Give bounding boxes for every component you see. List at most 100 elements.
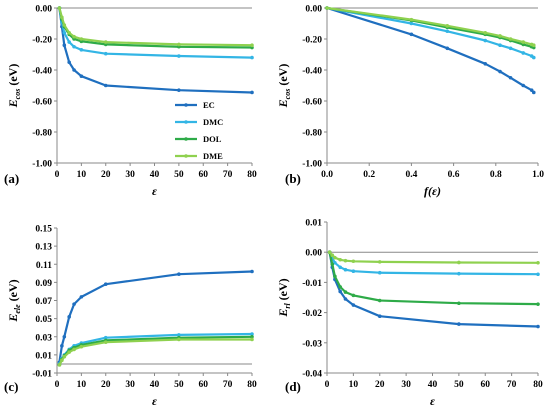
y-axis-title-main: E — [276, 99, 290, 108]
y-tick-label: 0.01 — [35, 351, 52, 361]
data-point-dme — [72, 34, 76, 39]
data-point-dme — [250, 43, 254, 47]
data-point-dmc — [351, 269, 356, 274]
data-point-ec — [79, 74, 84, 78]
data-point-dmc — [62, 31, 67, 35]
panel-label: (d) — [285, 379, 301, 394]
x-tick-label: 0 — [325, 380, 330, 390]
data-point-dmc — [483, 38, 488, 43]
x-tick-label: 30 — [401, 380, 411, 390]
y-axis-title-main: E — [6, 314, 20, 323]
data-point-ec — [250, 269, 254, 274]
data-point-dme — [327, 250, 332, 254]
data-point-ec — [445, 46, 450, 51]
x-tick-label: 50 — [454, 380, 464, 390]
series-line-dol — [328, 251, 539, 306]
data-point-dme — [177, 337, 181, 342]
data-point-ec — [529, 88, 534, 92]
data-point-dme — [483, 31, 488, 35]
y-tick-label: -0.80 — [302, 129, 322, 139]
data-point-ec — [62, 43, 67, 47]
data-point-ec — [67, 60, 71, 65]
data-point-ec — [250, 90, 254, 95]
series-line-dme — [328, 251, 539, 264]
legend-label-ec: EC — [203, 100, 215, 110]
y-axis-title: Eele (eV) — [6, 279, 22, 322]
series-line-ec — [326, 6, 535, 94]
y-axis-title: Ecos (eV) — [276, 64, 292, 109]
data-point-dmc — [103, 335, 108, 340]
data-point-dmc — [508, 46, 513, 51]
data-point-dme — [330, 253, 335, 258]
x-tick-label: 30 — [125, 380, 135, 390]
data-point-dmc — [250, 55, 254, 60]
panel-2: -0.01 0.01 0.03 0.05 0.07 0.09 0.11 0.13 0.15 0 10… — [4, 225, 257, 409]
data-point-ec — [457, 322, 461, 326]
legend-marker-dme — [184, 154, 188, 158]
x-tick-label: 0 — [55, 380, 60, 390]
x-tick-label: 0.4 — [405, 170, 417, 180]
data-point-dmc — [103, 51, 108, 56]
x-tick-label: 10 — [77, 170, 87, 180]
data-point-dol — [343, 290, 348, 294]
series-line-dme — [58, 7, 253, 47]
data-point-dmc — [521, 51, 526, 55]
y-tick-label: -0.60 — [302, 98, 322, 108]
data-point-ec — [483, 62, 488, 66]
y-axis-title: Erl (eV) — [276, 278, 292, 317]
x-axis-title: ε — [152, 184, 157, 198]
data-point-dme — [531, 43, 536, 47]
data-point-dme — [60, 358, 64, 363]
y-tick-label: -0.20 — [302, 36, 322, 46]
x-tick-label: 0.6 — [448, 170, 460, 180]
y-tick-label: -0.01 — [302, 279, 322, 289]
data-point-ec — [79, 295, 84, 299]
y-tick-label: 0.15 — [35, 225, 52, 235]
data-point-dme — [338, 257, 342, 262]
data-point-ec — [338, 289, 342, 294]
panel-label: (c) — [4, 379, 18, 394]
x-tick-label: 20 — [375, 380, 385, 390]
data-point-dme — [521, 40, 526, 44]
y-axis-title-unit: (eV) — [6, 64, 20, 89]
y-tick-label: -0.04 — [302, 370, 322, 380]
y-axis-title-unit: (eV) — [276, 278, 290, 303]
y-tick-label: -0.02 — [302, 309, 322, 319]
data-point-dmc — [377, 270, 382, 275]
y-axis-title: Ecos (eV) — [6, 64, 22, 109]
data-point-ec — [536, 324, 540, 329]
x-tick-label: 60 — [199, 170, 209, 180]
legend-label-dmc: DMC — [203, 117, 223, 127]
x-tick-label: 50 — [174, 170, 184, 180]
x-tick-label: 0.2 — [363, 170, 375, 180]
legend-label-dme: DME — [203, 151, 223, 161]
data-point-ec — [67, 315, 71, 319]
data-point-dmc — [409, 21, 414, 26]
x-tick-label: 30 — [125, 170, 135, 180]
x-tick-label: 80 — [533, 380, 543, 390]
data-point-ec — [531, 90, 536, 95]
data-point-dme — [72, 347, 76, 352]
legend-marker-ec — [184, 103, 188, 107]
data-point-ec — [343, 297, 348, 301]
x-tick-label: 0.0 — [321, 170, 333, 180]
x-tick-label: 50 — [174, 380, 184, 390]
series-line-dmc — [58, 7, 253, 59]
data-point-dol — [250, 334, 254, 339]
x-tick-label: 0 — [55, 170, 60, 180]
data-point-dme — [409, 17, 414, 22]
data-point-ec — [103, 83, 108, 88]
data-point-dme — [67, 31, 71, 35]
y-tick-label: -0.40 — [32, 67, 52, 77]
data-point-dme — [79, 37, 84, 41]
y-tick-label: 0.00 — [305, 5, 322, 15]
x-tick-label: 1.0 — [532, 170, 544, 180]
data-point-dol — [338, 285, 342, 289]
x-tick-label: 60 — [481, 380, 491, 390]
y-tick-label: -0.20 — [32, 36, 52, 46]
data-point-dme — [325, 6, 329, 10]
series-line-ec — [58, 270, 253, 363]
data-point-ec — [508, 75, 513, 80]
data-point-dol — [333, 274, 337, 279]
